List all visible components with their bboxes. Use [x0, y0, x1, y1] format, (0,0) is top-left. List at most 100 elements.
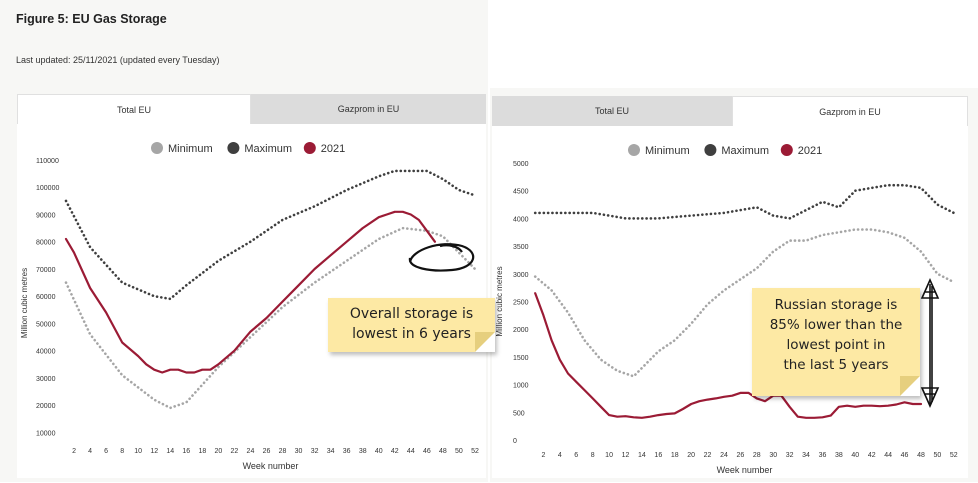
x-tick-label: 22 — [231, 448, 239, 455]
x-tick-label: 40 — [375, 448, 383, 455]
series-maximum-line — [533, 183, 956, 220]
x-tick-label: 6 — [104, 448, 108, 455]
x-tick-label: 24 — [720, 452, 728, 459]
legend-marker-maximum — [704, 144, 717, 156]
x-axis-title: Week number — [243, 461, 299, 471]
y-tick-label: 500 — [513, 410, 525, 417]
x-tick-label: 10 — [605, 452, 613, 459]
legend-marker-maximum — [227, 142, 240, 154]
y-tick-label: 10000 — [36, 430, 56, 437]
tab-gazprom-eu-left[interactable]: Gazprom in EU — [251, 94, 486, 124]
x-tick-label: 16 — [654, 452, 662, 459]
x-tick-label: 26 — [263, 448, 271, 455]
x-tick-label: 28 — [279, 448, 287, 455]
legend-marker-minimum — [151, 142, 163, 154]
series-minimum-line — [533, 228, 956, 378]
x-tick-label: 14 — [638, 452, 646, 459]
legend-label-maximum: Maximum — [244, 143, 292, 155]
x-tick-label: 22 — [704, 452, 712, 459]
y-tick-label: 50000 — [36, 321, 56, 328]
x-tick-label: 4 — [88, 448, 92, 455]
x-tick-label: 36 — [343, 448, 351, 455]
series-minimum-line — [64, 226, 477, 410]
tab-total-eu-right[interactable]: Total EU — [492, 96, 732, 126]
gazprom-eu-chart: Minimum Maximum 20210500100015002000250030… — [495, 144, 958, 475]
y-tick-label: 2000 — [513, 327, 529, 334]
legend-label-maximum: Maximum — [721, 145, 769, 157]
x-tick-label: 12 — [150, 448, 158, 455]
x-tick-label: 44 — [884, 452, 892, 459]
x-tick-label: 16 — [182, 448, 190, 455]
x-tick-label: 42 — [391, 448, 399, 455]
x-tick-label: 12 — [622, 452, 630, 459]
x-tick-label: 52 — [471, 448, 479, 455]
x-tick-label: 2 — [541, 452, 545, 459]
x-tick-label: 38 — [835, 452, 843, 459]
x-tick-label: 10 — [134, 448, 142, 455]
x-tick-label: 6 — [574, 452, 578, 459]
series-2021-line — [534, 292, 923, 419]
x-tick-label: 30 — [769, 452, 777, 459]
series-maximum-line — [64, 169, 477, 301]
y-tick-label: 70000 — [36, 267, 56, 274]
y-axis-title: Million cubic metres — [495, 266, 504, 336]
tab-gazprom-eu-right[interactable]: Gazprom in EU — [732, 96, 968, 126]
tab-total-eu-left[interactable]: Total EU — [17, 94, 251, 124]
right-note-line-3: lowest point in — [786, 337, 886, 353]
y-tick-label: 1500 — [513, 355, 529, 362]
y-tick-label: 0 — [513, 438, 517, 445]
x-tick-label: 48 — [917, 452, 925, 459]
y-tick-label: 30000 — [36, 376, 56, 383]
y-tick-label: 100000 — [36, 185, 59, 192]
x-tick-label: 2 — [72, 448, 76, 455]
legend-marker-minimum — [628, 144, 640, 156]
right-note-line-1: Russian storage is — [774, 297, 898, 313]
x-tick-label: 52 — [950, 452, 958, 459]
right-note-line-4: the last 5 years — [783, 357, 889, 373]
y-tick-label: 4000 — [513, 216, 529, 223]
y-tick-label: 60000 — [36, 294, 56, 301]
y-tick-label: 110000 — [36, 158, 59, 165]
x-tick-label: 50 — [933, 452, 941, 459]
total-eu-chart: Minimum Maximum 20211000020000300004000050… — [20, 142, 479, 471]
x-tick-label: 34 — [802, 452, 810, 459]
x-tick-label: 20 — [687, 452, 695, 459]
x-tick-label: 28 — [753, 452, 761, 459]
left-sticky-note: Overall storage is lowest in 6 years — [328, 298, 495, 352]
y-tick-label: 90000 — [36, 212, 56, 219]
x-tick-label: 14 — [166, 448, 174, 455]
x-tick-label: 24 — [247, 448, 255, 455]
x-tick-label: 8 — [591, 452, 595, 459]
note-fold — [475, 332, 495, 352]
y-tick-label: 3500 — [513, 244, 529, 251]
x-tick-label: 18 — [671, 452, 679, 459]
right-sticky-note: Russian storage is 85% lower than the lo… — [752, 288, 920, 396]
x-tick-label: 20 — [214, 448, 222, 455]
x-tick-label: 8 — [120, 448, 124, 455]
x-axis-title: Week number — [717, 465, 773, 475]
last-updated-text: Last updated: 25/11/2021 (updated every … — [16, 55, 220, 65]
x-tick-label: 38 — [359, 448, 367, 455]
series-2021-line — [64, 210, 436, 374]
y-tick-label: 1000 — [513, 383, 529, 390]
x-tick-label: 46 — [423, 448, 431, 455]
legend-label-2021: 2021 — [798, 145, 822, 157]
x-tick-label: 42 — [868, 452, 876, 459]
legend-marker-2021 — [303, 142, 316, 154]
x-tick-label: 30 — [295, 448, 303, 455]
x-tick-label: 40 — [851, 452, 859, 459]
y-tick-label: 2500 — [513, 300, 529, 307]
left-note-line-1: Overall storage is — [349, 306, 474, 322]
y-tick-label: 3000 — [513, 272, 529, 279]
figure-title: Figure 5: EU Gas Storage — [16, 12, 167, 26]
x-tick-label: 50 — [455, 448, 463, 455]
y-tick-label: 20000 — [36, 403, 56, 410]
legend-marker-2021 — [780, 144, 793, 156]
x-tick-label: 32 — [311, 448, 319, 455]
y-tick-label: 80000 — [36, 240, 56, 247]
legend-label-2021: 2021 — [321, 143, 345, 155]
x-tick-label: 48 — [439, 448, 447, 455]
left-note-line-2: lowest in 6 years — [352, 326, 471, 342]
y-tick-label: 4500 — [513, 189, 529, 196]
legend-label-minimum: Minimum — [645, 145, 690, 157]
